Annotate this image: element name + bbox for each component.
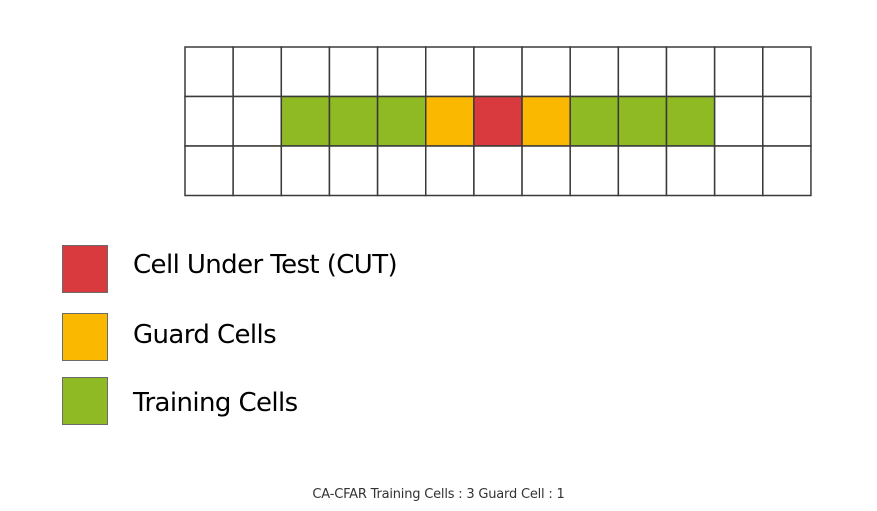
cut-cell xyxy=(473,95,523,147)
guard-legend-label: Guard Cells xyxy=(133,320,277,350)
grid-cell xyxy=(521,46,571,98)
grid-cell xyxy=(473,145,523,197)
grid-cell xyxy=(280,46,331,98)
guard-cell xyxy=(521,95,571,147)
training-cell xyxy=(665,95,716,147)
grid-cell xyxy=(617,145,668,197)
grid-cell xyxy=(232,95,283,147)
grid-cell xyxy=(184,145,234,197)
grid-cell xyxy=(665,145,716,197)
grid-cell xyxy=(521,145,571,197)
guard-legend-swatch xyxy=(62,313,108,361)
grid-cell xyxy=(425,46,475,98)
training-legend-label: Training Cells xyxy=(133,388,298,418)
grid-cell xyxy=(762,46,812,98)
cut-legend-label: Cell Under Test (CUT) xyxy=(133,250,398,280)
grid-cell xyxy=(376,145,427,197)
grid-cell xyxy=(376,46,427,98)
grid-cell xyxy=(569,145,620,197)
grid-cell xyxy=(425,145,475,197)
training-cell xyxy=(617,95,668,147)
grid-cell xyxy=(762,145,812,197)
guard-cell xyxy=(425,95,475,147)
training-cell xyxy=(280,95,331,147)
grid-cell xyxy=(713,95,764,147)
grid-cell xyxy=(328,145,379,197)
grid-cell xyxy=(328,46,379,98)
grid-cell xyxy=(184,95,234,147)
grid-cell xyxy=(617,46,668,98)
training-legend-swatch xyxy=(62,377,108,425)
grid-cell xyxy=(232,46,283,98)
grid-cell xyxy=(232,145,283,197)
grid-cell xyxy=(665,46,716,98)
grid-cell xyxy=(713,145,764,197)
grid-cell xyxy=(280,145,331,197)
figure-caption: CA-CFAR Training Cells : 3 Guard Cell : … xyxy=(312,487,565,502)
cut-legend-swatch xyxy=(62,245,108,293)
grid-cell xyxy=(184,46,234,98)
training-cell xyxy=(376,95,427,147)
training-cell xyxy=(328,95,379,147)
training-cell xyxy=(569,95,620,147)
grid-cell xyxy=(762,95,812,147)
grid-cell xyxy=(473,46,523,98)
grid-cell xyxy=(713,46,764,98)
grid-cell xyxy=(569,46,620,98)
